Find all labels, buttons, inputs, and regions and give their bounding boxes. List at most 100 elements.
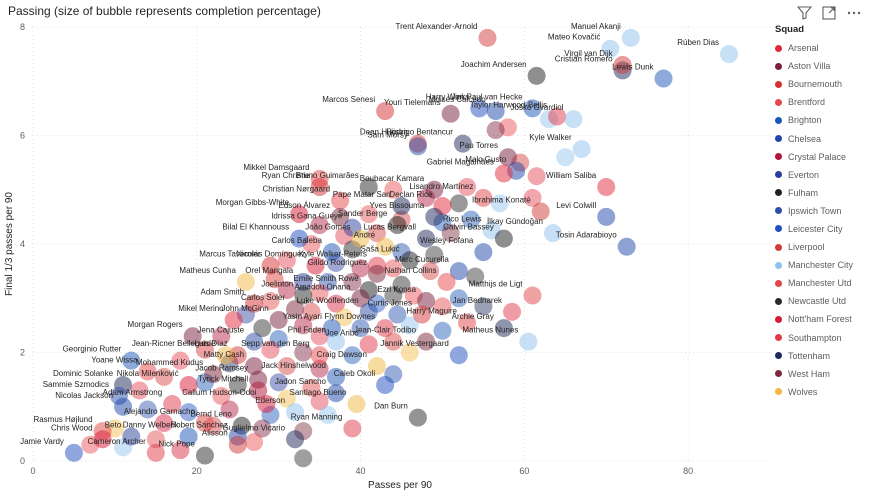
bubble[interactable] <box>433 297 452 316</box>
bubble-71[interactable] <box>322 319 341 338</box>
bubble[interactable] <box>212 327 231 346</box>
bubble-8[interactable] <box>523 99 542 118</box>
bubble[interactable] <box>433 321 452 340</box>
bubble-1[interactable] <box>601 39 620 58</box>
bubble-65[interactable] <box>359 302 378 321</box>
bubble[interactable] <box>359 205 378 224</box>
bubble[interactable] <box>261 291 280 310</box>
bubble-112[interactable] <box>64 443 83 462</box>
focus-mode-icon[interactable] <box>822 6 836 20</box>
bubble[interactable] <box>171 351 190 370</box>
bubble[interactable] <box>195 340 214 359</box>
bubble-60[interactable] <box>351 289 370 308</box>
bubble[interactable] <box>449 289 468 308</box>
bubble-10[interactable] <box>564 110 583 129</box>
bubble-108[interactable] <box>93 430 112 449</box>
bubble-47[interactable] <box>474 243 493 262</box>
bubble-61[interactable] <box>417 291 436 310</box>
bubble[interactable] <box>458 178 477 197</box>
bubble-84[interactable] <box>245 357 264 376</box>
bubble-9[interactable] <box>548 107 567 126</box>
bubble[interactable] <box>269 329 288 348</box>
bubble-76[interactable] <box>359 335 378 354</box>
bubble-85[interactable] <box>367 357 386 376</box>
legend-item-5[interactable]: Chelsea <box>775 129 871 147</box>
bubble-44[interactable] <box>376 237 395 256</box>
bubble-43[interactable] <box>417 229 436 248</box>
bubble-68[interactable] <box>224 310 243 329</box>
bubble[interactable] <box>310 283 329 302</box>
bubble-35[interactable] <box>425 207 444 226</box>
bubble[interactable] <box>335 308 354 327</box>
bubble-66[interactable] <box>412 305 431 324</box>
bubble-98[interactable] <box>347 395 366 414</box>
bubble[interactable] <box>146 430 165 449</box>
bubble-99[interactable] <box>114 397 133 416</box>
bubble-14[interactable] <box>441 104 460 123</box>
bubble[interactable] <box>277 281 296 300</box>
bubble-63[interactable] <box>286 300 305 319</box>
bubble-17[interactable] <box>453 134 472 153</box>
bubble-6[interactable] <box>613 55 632 74</box>
bubble[interactable] <box>212 386 231 405</box>
bubble-72[interactable] <box>376 319 395 338</box>
bubble[interactable] <box>449 194 468 213</box>
bubble-29[interactable] <box>392 197 411 216</box>
bubble[interactable] <box>400 316 419 335</box>
bubble[interactable] <box>265 270 284 289</box>
bubble-75[interactable] <box>326 332 345 351</box>
legend-item-1[interactable]: Aston Villa <box>775 57 871 75</box>
bubble-81[interactable] <box>310 346 329 365</box>
bubble-56[interactable] <box>437 272 456 291</box>
bubble[interactable] <box>384 332 403 351</box>
legend-item-0[interactable]: Arsenal <box>775 39 871 57</box>
bubble-27[interactable] <box>474 188 493 207</box>
legend-item-16[interactable]: Southampton <box>775 329 871 347</box>
bubble-82[interactable] <box>449 346 468 365</box>
bubble-77[interactable] <box>417 332 436 351</box>
bubble[interactable] <box>245 433 264 452</box>
bubble-33[interactable] <box>290 205 309 224</box>
legend-item-3[interactable]: Brentford <box>775 93 871 111</box>
bubble-91[interactable] <box>179 376 198 395</box>
bubble-41[interactable] <box>290 229 309 248</box>
legend-item-19[interactable]: Wolves <box>775 383 871 401</box>
bubble[interactable] <box>310 216 329 235</box>
bubble-106[interactable] <box>179 427 198 446</box>
bubble-25[interactable] <box>310 178 329 197</box>
bubble[interactable] <box>441 224 460 243</box>
bubble[interactable] <box>527 167 546 186</box>
bubble-12[interactable] <box>486 102 505 121</box>
bubble[interactable] <box>310 359 329 378</box>
bubble[interactable] <box>318 272 337 291</box>
legend-item-10[interactable]: Leicester City <box>775 220 871 238</box>
bubble-54[interactable] <box>236 272 255 291</box>
bubble-93[interactable] <box>249 381 268 400</box>
bubble[interactable] <box>310 392 329 411</box>
bubble[interactable] <box>400 343 419 362</box>
bubble-78[interactable] <box>519 332 538 351</box>
bubble-52[interactable] <box>449 262 468 281</box>
bubble-32[interactable] <box>597 207 616 226</box>
bubble-26[interactable] <box>597 178 616 197</box>
bubble[interactable] <box>155 414 174 433</box>
bubble-38[interactable] <box>543 224 562 243</box>
bubble[interactable] <box>490 194 509 213</box>
bubble-21[interactable] <box>494 164 513 183</box>
bubble[interactable] <box>351 319 370 338</box>
bubble[interactable] <box>367 224 386 243</box>
bubble-49[interactable] <box>261 256 280 275</box>
bubble-24[interactable] <box>425 180 444 199</box>
bubble-114[interactable] <box>195 446 214 465</box>
bubble-34[interactable] <box>331 207 350 226</box>
bubble[interactable] <box>388 305 407 324</box>
bubble-58[interactable] <box>523 286 542 305</box>
legend-item-4[interactable]: Brighton <box>775 111 871 129</box>
bubble-83[interactable] <box>122 351 141 370</box>
bubble[interactable] <box>318 405 337 424</box>
legend-item-18[interactable]: West Ham <box>775 365 871 383</box>
bubble-7[interactable] <box>527 66 546 85</box>
bubble-16[interactable] <box>408 137 427 156</box>
bubble[interactable] <box>384 286 403 305</box>
bubble[interactable] <box>392 275 411 294</box>
